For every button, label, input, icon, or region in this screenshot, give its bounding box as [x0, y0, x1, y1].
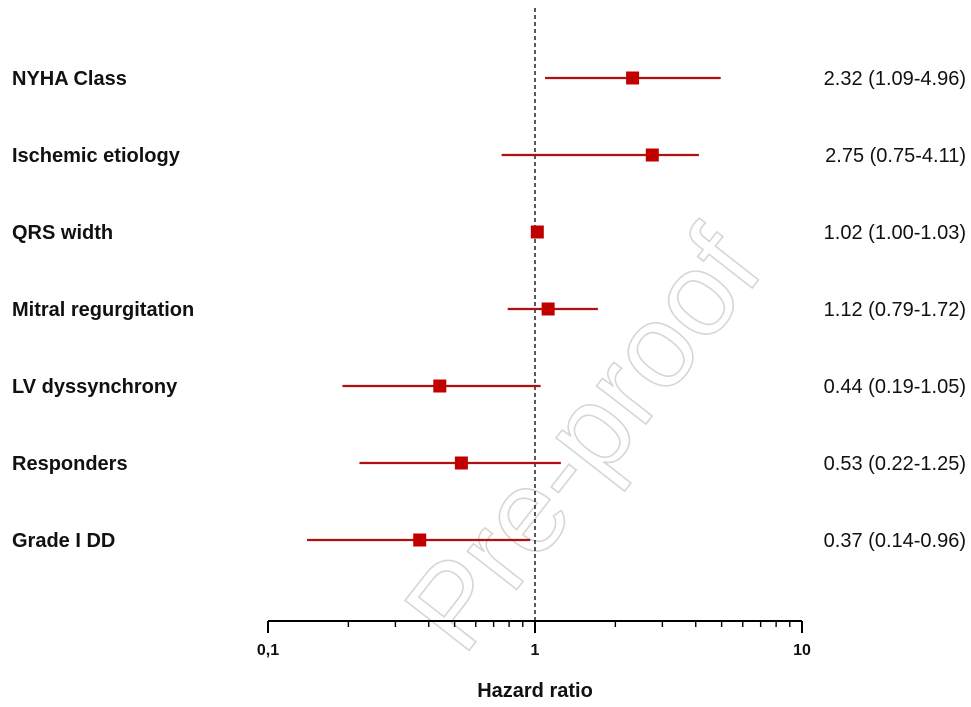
forest-row: Mitral regurgitation 1.12 (0.79-1.72) [12, 299, 966, 321]
ci-text: 1.02 (1.00-1.03) [824, 222, 966, 244]
row-label: Ischemic etiology [12, 145, 181, 167]
row-label: Grade I DD [12, 530, 115, 552]
forest-row: Responders 0.53 (0.22-1.25) [12, 453, 966, 475]
hr-marker [454, 456, 468, 470]
hr-marker [626, 71, 640, 85]
ci-text: 2.32 (1.09-4.96) [824, 68, 966, 90]
forest-row: NYHA Class 2.32 (1.09-4.96) [12, 68, 966, 90]
ci-text: 0.53 (0.22-1.25) [824, 453, 966, 475]
hr-marker [433, 379, 447, 393]
x-axis: 0,1 1 10 [257, 620, 811, 659]
row-label: NYHA Class [12, 68, 127, 90]
x-tick-label: 0,1 [257, 642, 279, 659]
forest-row: Ischemic etiology 2.75 (0.75-4.11) [12, 145, 966, 167]
ci-text: 0.44 (0.19-1.05) [824, 376, 966, 398]
watermark-text: Pre-proof [380, 205, 787, 674]
row-label: LV dyssynchrony [12, 376, 178, 398]
rows-layer: NYHA Class 2.32 (1.09-4.96) Ischemic etiol… [12, 68, 966, 552]
forest-row: QRS width 1.02 (1.00-1.03) [12, 222, 966, 244]
row-label: Responders [12, 453, 128, 475]
row-label: Mitral regurgitation [12, 299, 194, 321]
hr-marker [645, 148, 659, 162]
forest-row: LV dyssynchrony 0.44 (0.19-1.05) [12, 376, 966, 398]
x-tick-label: 10 [793, 642, 811, 659]
x-tick-label: 1 [531, 642, 540, 659]
hr-marker [530, 225, 544, 239]
ci-text: 0.37 (0.14-0.96) [824, 530, 966, 552]
row-label: QRS width [12, 222, 113, 244]
x-axis-title: Hazard ratio [477, 680, 593, 702]
hr-marker [541, 302, 555, 316]
hr-marker [413, 533, 427, 547]
forest-row: Grade I DD 0.37 (0.14-0.96) [12, 530, 966, 552]
ci-text: 1.12 (0.79-1.72) [824, 299, 966, 321]
ci-text: 2.75 (0.75-4.11) [825, 145, 966, 167]
watermark-layer: Pre-proof [379, 204, 788, 675]
